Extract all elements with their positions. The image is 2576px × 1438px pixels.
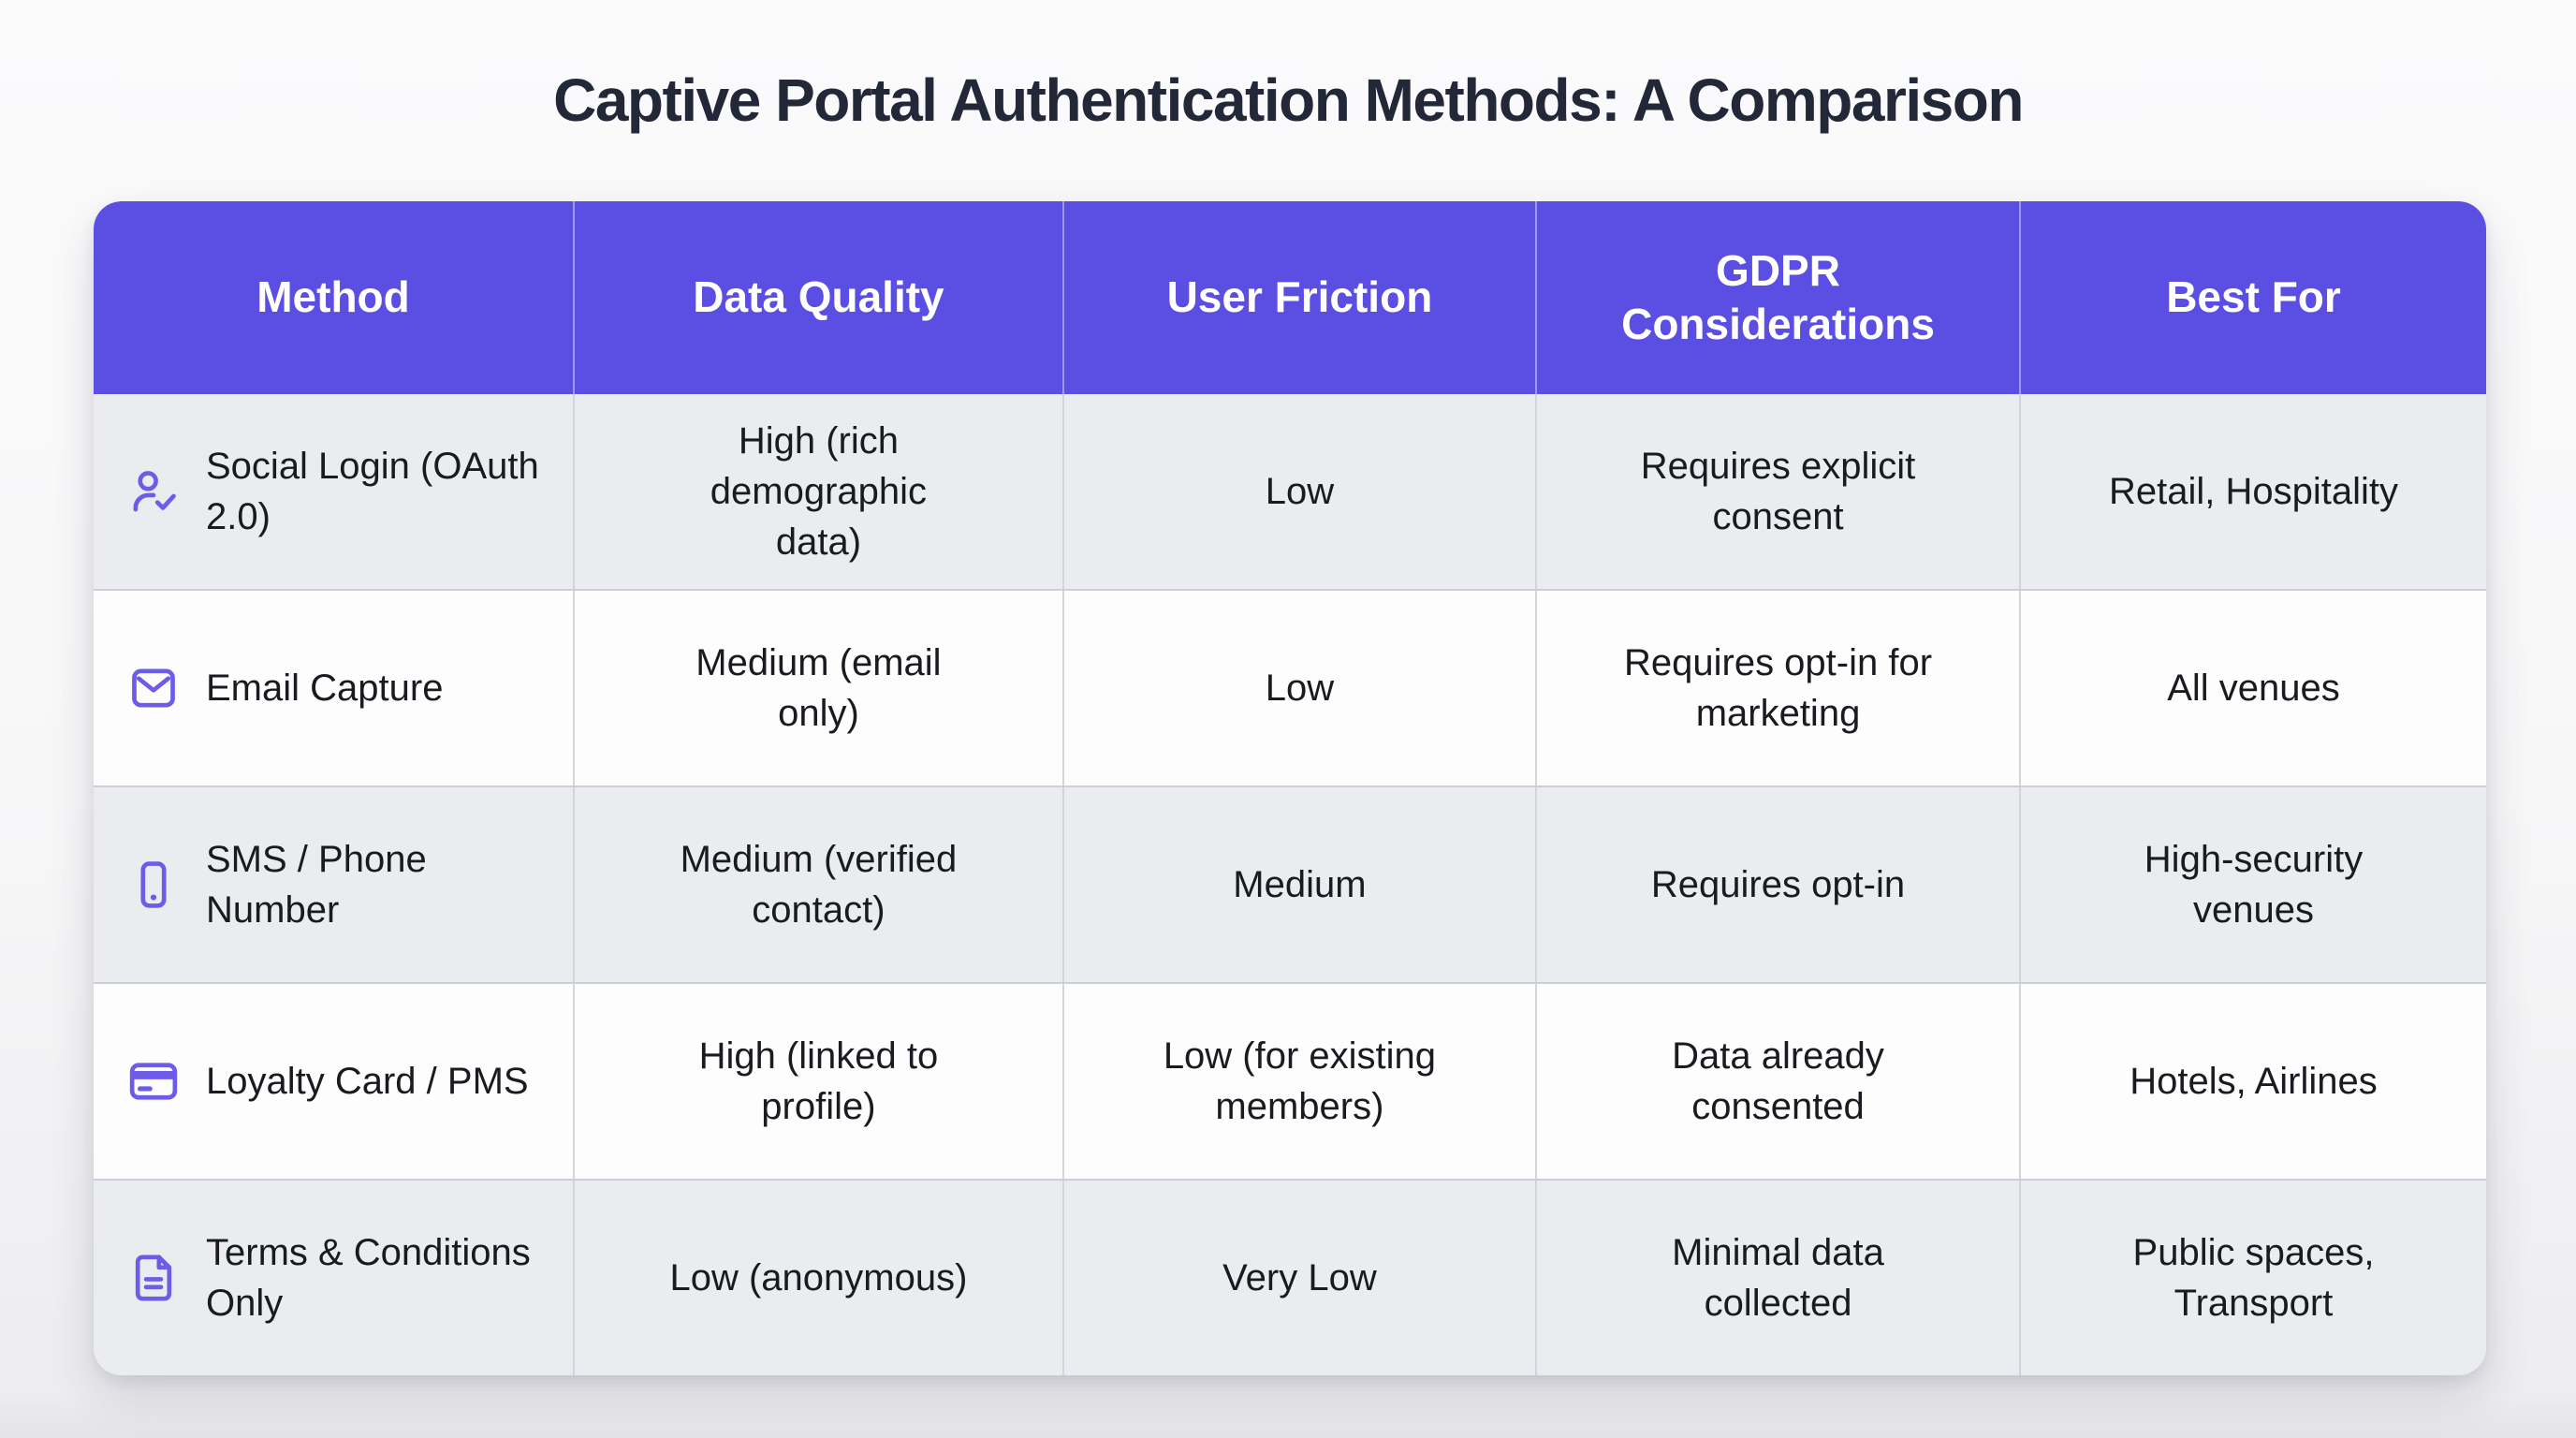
data-quality-cell: Medium (verified contact) — [572, 787, 1062, 982]
method-label: Social Login (OAuth 2.0) — [206, 446, 539, 537]
gdpr-cell: Minimal data collected — [1534, 1181, 2019, 1375]
method-label: Loyalty Card / PMS — [206, 1061, 529, 1102]
best-for-cell: Retail, Hospitality — [2019, 394, 2486, 589]
best-for-cell: Public spaces, Transport — [2019, 1181, 2486, 1375]
gdpr-cell: Data already consented — [1534, 984, 2019, 1179]
gdpr-cell: Requires opt-in — [1534, 787, 2019, 982]
smartphone-icon — [127, 858, 180, 911]
best-for-cell: High-security venues — [2019, 787, 2486, 982]
mail-icon — [127, 662, 180, 714]
user-friction-cell: Very Low — [1061, 1181, 1535, 1375]
page-title: Captive Portal Authentication Methods: A… — [553, 66, 2024, 134]
table-row: Social Login (OAuth 2.0) High (rich demo… — [94, 394, 2486, 589]
table-row: Email Capture Medium (email only) Low Re… — [94, 589, 2486, 785]
comparison-table: Method Data Quality User Friction GDPR C… — [94, 201, 2486, 1375]
method-cell: SMS / Phone Number — [94, 787, 573, 982]
method-cell: Social Login (OAuth 2.0) — [94, 394, 573, 589]
column-header-data-quality: Data Quality — [572, 201, 1062, 394]
column-header-gdpr: GDPR Considerations — [1534, 201, 2019, 394]
method-cell: Email Capture — [94, 591, 573, 785]
data-quality-cell: High (linked to profile) — [572, 984, 1062, 1179]
gdpr-cell: Requires opt-in for marketing — [1534, 591, 2019, 785]
method-cell: Loyalty Card / PMS — [94, 984, 573, 1179]
column-header-user-friction: User Friction — [1061, 201, 1535, 394]
table-header-row: Method Data Quality User Friction GDPR C… — [94, 201, 2486, 394]
user-check-icon — [127, 465, 180, 518]
data-quality-cell: High (rich demographic data) — [572, 394, 1062, 589]
column-header-method: Method — [256, 272, 410, 322]
table-row: Terms & Conditions Only Low (anonymous) … — [94, 1179, 2486, 1375]
user-friction-cell: Low (for existing members) — [1061, 984, 1535, 1179]
table-row: SMS / Phone Number Medium (verified cont… — [94, 785, 2486, 982]
method-label: Email Capture — [206, 668, 444, 709]
data-quality-cell: Low (anonymous) — [572, 1181, 1062, 1375]
method-label: SMS / Phone Number — [206, 839, 427, 931]
data-quality-cell: Medium (email only) — [572, 591, 1062, 785]
best-for-cell: All venues — [2019, 591, 2486, 785]
user-friction-cell: Low — [1061, 591, 1535, 785]
user-friction-cell: Medium — [1061, 787, 1535, 982]
credit-card-icon — [127, 1055, 180, 1108]
column-header-best-for: Best For — [2019, 201, 2486, 394]
table-row: Loyalty Card / PMS High (linked to profi… — [94, 982, 2486, 1179]
user-friction-cell: Low — [1061, 394, 1535, 589]
file-text-icon — [127, 1252, 180, 1304]
best-for-cell: Hotels, Airlines — [2019, 984, 2486, 1179]
method-label: Terms & Conditions Only — [206, 1232, 531, 1324]
method-cell: Terms & Conditions Only — [94, 1181, 573, 1375]
gdpr-cell: Requires explicit consent — [1534, 394, 2019, 589]
